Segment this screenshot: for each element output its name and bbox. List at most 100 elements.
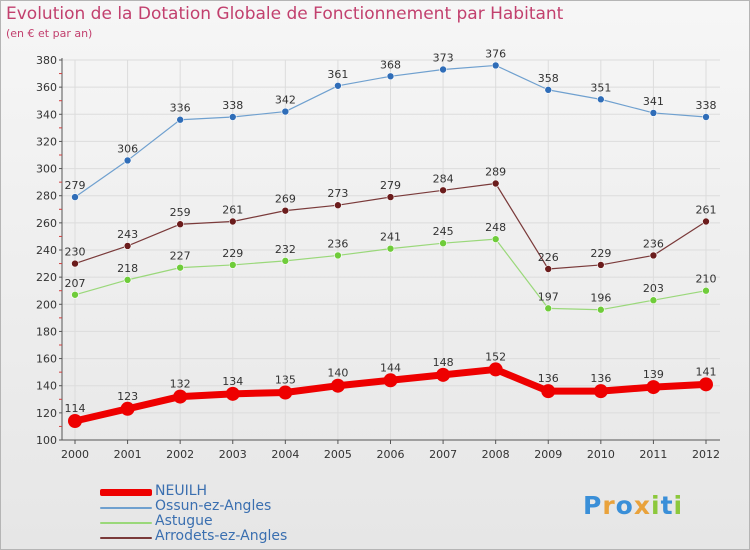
- data-point: [123, 242, 132, 250]
- y-tick-label: 380: [36, 54, 57, 67]
- data-label: 289: [485, 166, 506, 179]
- data-point: [699, 377, 713, 392]
- data-point: [544, 265, 553, 273]
- data-point: [649, 109, 658, 117]
- data-point: [491, 61, 500, 70]
- data-point: [488, 362, 503, 377]
- data-point: [646, 380, 661, 395]
- data-label: 196: [590, 292, 611, 305]
- data-point: [281, 257, 290, 265]
- legend-label: NEUILH: [155, 483, 208, 499]
- x-tick-label: 2012: [692, 448, 720, 461]
- data-point: [228, 261, 237, 269]
- data-label: 148: [433, 356, 454, 369]
- data-label: 140: [327, 367, 348, 380]
- data-point: [383, 373, 398, 388]
- data-label: 368: [380, 58, 401, 71]
- data-point: [649, 251, 658, 260]
- data-label: 336: [170, 102, 191, 115]
- y-tick-label: 260: [36, 217, 57, 230]
- x-tick-label: 2000: [61, 448, 89, 461]
- data-point: [123, 276, 132, 284]
- data-label: 361: [327, 68, 348, 81]
- data-point: [334, 201, 342, 210]
- data-label: 269: [275, 193, 296, 206]
- data-point: [593, 384, 608, 399]
- data-label: 152: [485, 350, 506, 363]
- data-point: [491, 235, 500, 243]
- data-point: [120, 401, 135, 416]
- data-point: [68, 414, 82, 428]
- data-label: 342: [275, 94, 296, 107]
- data-label: 141: [696, 365, 717, 378]
- y-tick-label: 240: [36, 244, 57, 257]
- data-point: [541, 384, 556, 399]
- data-label: 273: [327, 187, 348, 200]
- data-label: 114: [65, 402, 86, 415]
- data-point: [225, 386, 240, 401]
- data-point: [228, 113, 237, 121]
- data-label: 338: [222, 99, 243, 112]
- data-point: [173, 389, 188, 404]
- data-point: [597, 261, 605, 269]
- data-point: [281, 107, 290, 116]
- data-label: 341: [643, 95, 664, 108]
- proxiti-logo: Proxiti: [583, 491, 683, 520]
- data-label: 218: [117, 262, 138, 275]
- data-label: 373: [433, 52, 454, 65]
- data-label: 232: [275, 243, 296, 256]
- x-tick-label: 2001: [114, 448, 142, 461]
- data-point: [491, 179, 500, 188]
- data-point: [176, 115, 184, 124]
- data-label: 261: [696, 204, 717, 217]
- data-label: 226: [538, 251, 559, 264]
- data-point: [439, 65, 447, 74]
- data-label: 230: [65, 246, 86, 259]
- x-tick-label: 2006: [377, 448, 405, 461]
- data-label: 210: [696, 273, 717, 286]
- data-label: 136: [538, 372, 559, 385]
- data-point: [71, 193, 79, 201]
- data-point: [386, 72, 395, 81]
- x-tick-label: 2008: [482, 448, 510, 461]
- data-label: 306: [117, 142, 138, 155]
- data-label: 144: [380, 361, 401, 374]
- data-label: 279: [65, 179, 86, 192]
- data-point: [386, 193, 395, 201]
- data-label: 135: [275, 374, 296, 387]
- logo-letter: r: [602, 491, 616, 520]
- y-tick-label: 200: [36, 298, 57, 311]
- x-tick-label: 2009: [534, 448, 562, 461]
- legend-label: Ossun-ez-Angles: [155, 498, 272, 514]
- data-label: 227: [170, 250, 191, 263]
- data-label: 136: [590, 372, 611, 385]
- data-point: [649, 296, 658, 305]
- y-tick-label: 120: [36, 407, 57, 420]
- data-point: [334, 251, 342, 260]
- data-point: [436, 367, 451, 382]
- data-label: 229: [222, 247, 243, 260]
- data-label: 376: [485, 47, 506, 60]
- x-tick-label: 2005: [324, 448, 352, 461]
- data-point: [439, 186, 447, 195]
- data-point: [228, 217, 237, 226]
- data-point: [71, 290, 79, 299]
- data-point: [544, 304, 553, 313]
- y-tick-label: 280: [36, 190, 57, 203]
- legend-swatch: [100, 522, 152, 524]
- data-point: [597, 305, 605, 314]
- data-point: [386, 244, 395, 253]
- data-label: 351: [590, 81, 611, 94]
- chart-title: Evolution de la Dotation Globale de Fonc…: [6, 4, 564, 24]
- data-label: 229: [590, 247, 611, 260]
- logo-letter: x: [633, 491, 651, 520]
- data-point: [176, 263, 184, 272]
- data-point: [439, 239, 447, 248]
- y-tick-label: 320: [36, 135, 57, 148]
- data-point: [702, 286, 710, 295]
- y-tick-label: 140: [36, 380, 57, 393]
- logo-letter: t: [660, 491, 674, 520]
- logo-letter: P: [583, 491, 603, 520]
- data-point: [702, 113, 710, 121]
